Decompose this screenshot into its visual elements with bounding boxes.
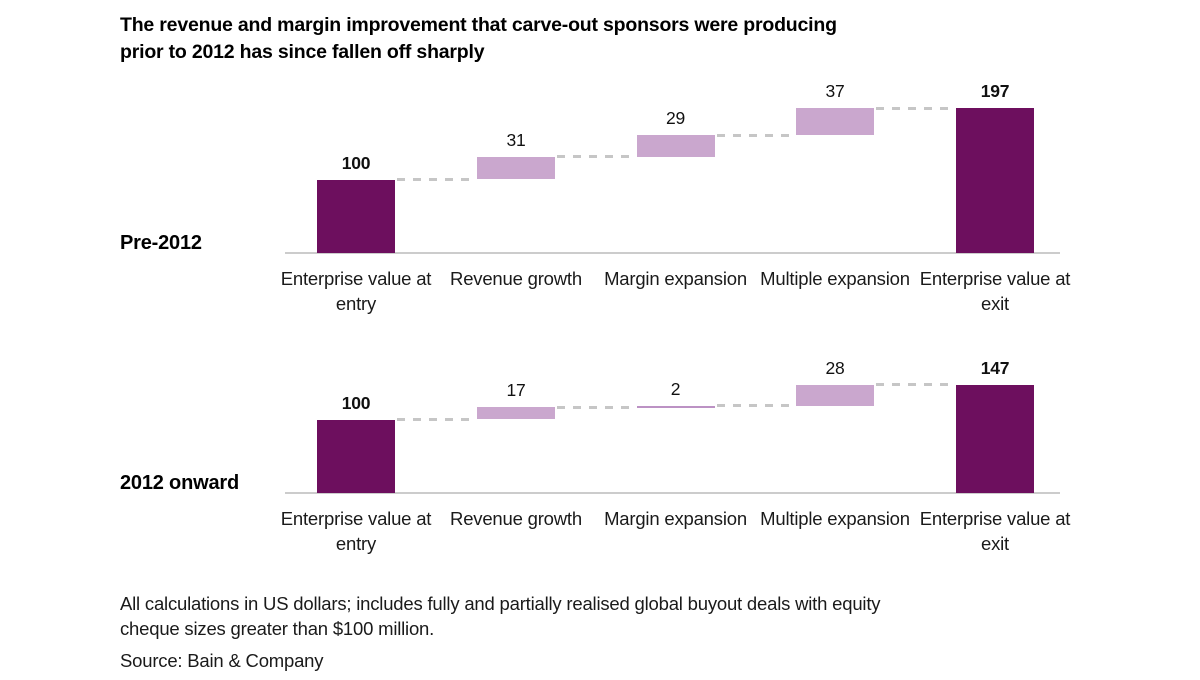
- dashed-connector-line: [557, 405, 635, 409]
- bar-value-label: 37: [825, 81, 845, 102]
- category-label: Multiple expansion: [760, 268, 910, 289]
- footnote: All calculations in US dollars; includes…: [120, 593, 881, 639]
- waterfall-delta-bar: [796, 108, 874, 136]
- bar-value-label: 31: [506, 129, 526, 150]
- category-label: Margin expansion: [604, 508, 747, 529]
- category-label: Enterprise value at entry: [280, 268, 432, 314]
- category-label: Revenue growth: [450, 268, 582, 289]
- waterfall-total-bar: [317, 419, 395, 493]
- waterfall-total-bar: [956, 108, 1034, 253]
- category-label: Enterprise value at exit: [919, 508, 1071, 554]
- waterfall-delta-bar: [796, 384, 874, 406]
- bar-value-label: 29: [665, 108, 686, 129]
- x-axis-line: [285, 492, 1060, 494]
- x-axis-line: [285, 252, 1060, 254]
- bar-value-label: 100: [341, 152, 371, 173]
- waterfall-delta-bar: [477, 156, 555, 180]
- dashed-connector-line: [716, 404, 794, 408]
- bar-value-label: 100: [341, 392, 371, 413]
- waterfall-delta-bar: [636, 135, 715, 157]
- bar-value-label: 197: [980, 81, 1010, 102]
- category-label: Enterprise value at exit: [919, 268, 1071, 314]
- dashed-connector-line: [397, 418, 475, 421]
- source-line: Source: Bain & Company: [120, 650, 324, 671]
- bar-value-label: 28: [825, 357, 845, 378]
- waterfall-total-bar: [317, 179, 395, 253]
- dashed-connector-line: [876, 106, 954, 110]
- waterfall-delta-bar: [636, 405, 715, 408]
- bar-value-label: 2: [670, 378, 681, 399]
- dashed-connector-line: [557, 155, 635, 159]
- group-label: 2012 onward: [120, 472, 239, 494]
- dashed-connector-line: [716, 133, 794, 137]
- category-label: Margin expansion: [604, 268, 747, 289]
- bar-value-label: 147: [980, 357, 1010, 378]
- bar-value-label: 17: [506, 380, 526, 400]
- category-label: Multiple expansion: [760, 508, 910, 529]
- category-label: Enterprise value at entry: [280, 508, 432, 554]
- chart-title: The revenue and margin improvement that …: [120, 14, 837, 63]
- category-label: Revenue growth: [450, 508, 582, 529]
- dashed-connector-line: [876, 383, 954, 387]
- group-label: Pre-2012: [120, 232, 202, 254]
- waterfall-total-bar: [956, 384, 1034, 493]
- waterfall-delta-bar: [477, 407, 555, 420]
- dashed-connector-line: [397, 178, 475, 181]
